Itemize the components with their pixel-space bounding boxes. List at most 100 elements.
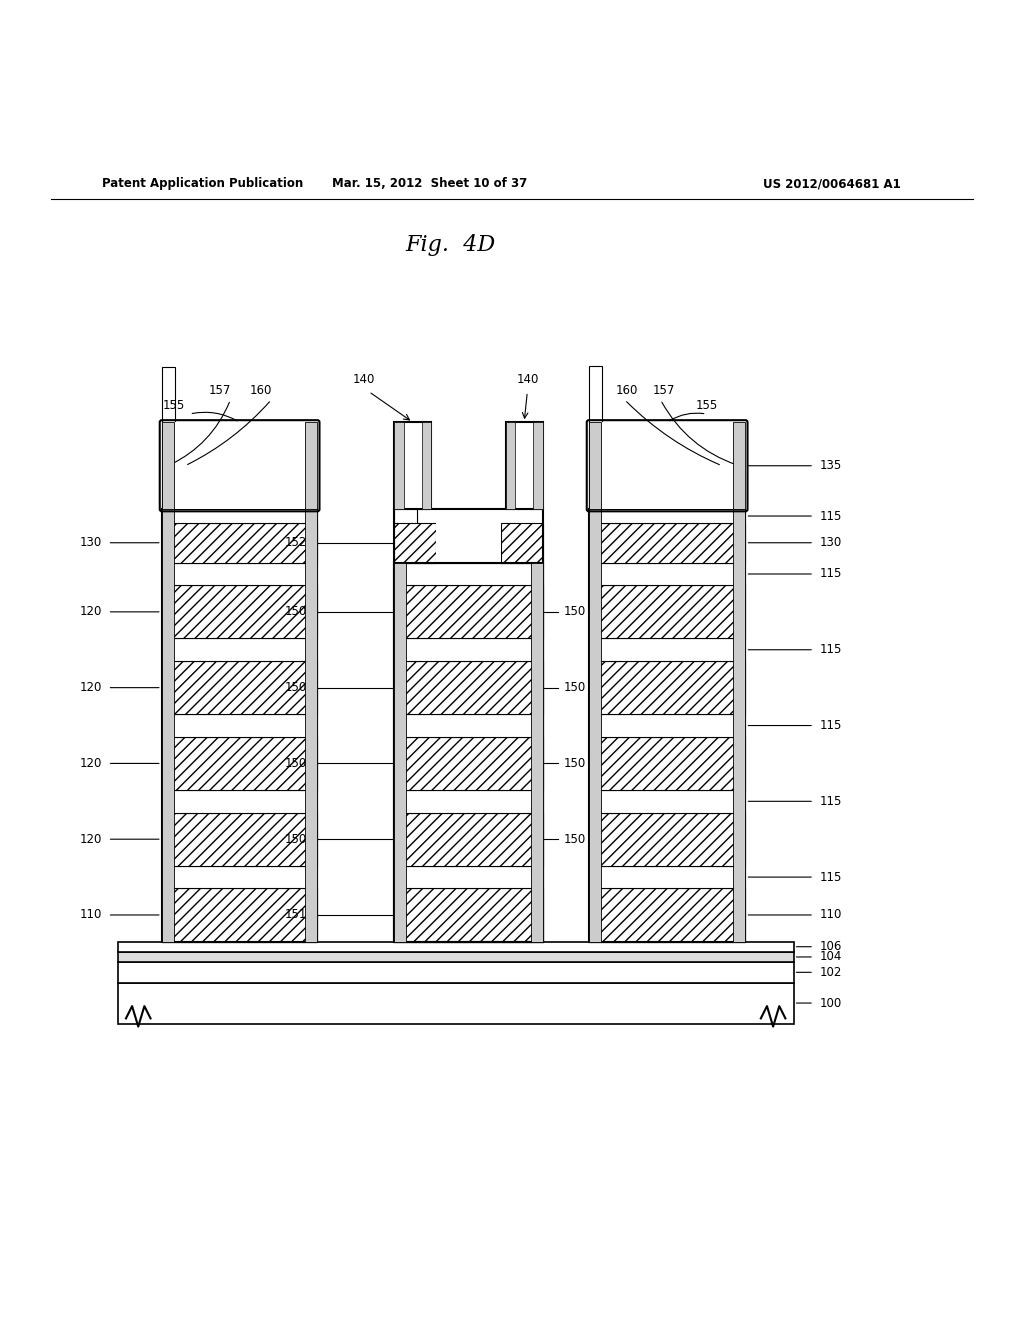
Text: 120: 120 <box>80 606 102 618</box>
Bar <box>305 422 317 510</box>
FancyBboxPatch shape <box>589 737 745 791</box>
Text: 150: 150 <box>563 833 586 846</box>
FancyBboxPatch shape <box>162 367 175 523</box>
Bar <box>589 422 601 510</box>
Text: 115: 115 <box>819 643 842 656</box>
Bar <box>733 422 745 510</box>
Bar <box>162 813 317 866</box>
FancyBboxPatch shape <box>394 737 543 791</box>
Bar <box>394 585 543 639</box>
FancyBboxPatch shape <box>394 664 417 813</box>
Text: 130: 130 <box>80 536 102 549</box>
FancyBboxPatch shape <box>589 504 611 661</box>
Bar <box>162 791 317 813</box>
Text: US 2012/0064681 A1: US 2012/0064681 A1 <box>763 177 901 190</box>
Bar <box>394 523 436 562</box>
FancyBboxPatch shape <box>589 366 602 523</box>
FancyBboxPatch shape <box>589 888 745 941</box>
FancyBboxPatch shape <box>394 813 543 866</box>
Bar <box>162 585 317 639</box>
Text: 120: 120 <box>80 681 102 694</box>
Bar <box>589 562 745 585</box>
FancyBboxPatch shape <box>162 506 184 661</box>
Text: 120: 120 <box>80 833 102 846</box>
FancyBboxPatch shape <box>394 589 417 737</box>
Text: 115: 115 <box>819 795 842 808</box>
Bar <box>162 639 317 661</box>
FancyBboxPatch shape <box>589 661 745 714</box>
FancyBboxPatch shape <box>118 941 794 952</box>
Text: 130: 130 <box>819 536 842 549</box>
Bar <box>394 714 543 737</box>
Text: 150: 150 <box>285 681 307 694</box>
Bar <box>506 422 543 510</box>
FancyBboxPatch shape <box>162 813 317 866</box>
Text: 160: 160 <box>615 384 638 396</box>
Bar <box>589 639 745 661</box>
FancyBboxPatch shape <box>162 661 317 714</box>
FancyBboxPatch shape <box>394 585 543 639</box>
Text: 120: 120 <box>80 756 102 770</box>
Text: 104: 104 <box>819 950 842 964</box>
Text: 157: 157 <box>209 384 231 396</box>
Text: 115: 115 <box>819 871 842 883</box>
FancyBboxPatch shape <box>394 437 417 585</box>
Bar <box>394 562 543 585</box>
Text: 152: 152 <box>285 536 307 549</box>
Bar <box>436 523 501 562</box>
Text: 115: 115 <box>819 719 842 733</box>
Bar <box>422 422 431 510</box>
Text: 106: 106 <box>819 940 842 953</box>
Bar <box>162 510 174 941</box>
Bar <box>162 866 317 888</box>
Bar <box>162 523 317 562</box>
Text: 150: 150 <box>563 681 586 694</box>
FancyBboxPatch shape <box>162 657 184 813</box>
FancyBboxPatch shape <box>589 731 611 888</box>
Bar <box>589 791 745 813</box>
Text: 115: 115 <box>819 510 842 523</box>
Text: 110: 110 <box>80 908 102 921</box>
Bar <box>394 562 543 941</box>
Text: 150: 150 <box>285 606 307 618</box>
Bar <box>589 523 745 562</box>
Bar <box>394 562 407 941</box>
FancyBboxPatch shape <box>162 888 317 941</box>
FancyBboxPatch shape <box>118 962 794 982</box>
FancyBboxPatch shape <box>589 523 745 562</box>
Bar <box>162 888 317 941</box>
FancyBboxPatch shape <box>589 429 611 585</box>
Bar <box>589 737 745 791</box>
Bar <box>394 422 403 510</box>
Text: Patent Application Publication: Patent Application Publication <box>102 177 304 190</box>
FancyBboxPatch shape <box>589 656 611 813</box>
Bar <box>601 422 733 510</box>
Bar <box>733 510 745 941</box>
FancyBboxPatch shape <box>118 982 794 1023</box>
Bar <box>394 888 543 941</box>
Text: Fig.  4D: Fig. 4D <box>406 234 496 256</box>
FancyBboxPatch shape <box>589 813 745 866</box>
Text: Mar. 15, 2012  Sheet 10 of 37: Mar. 15, 2012 Sheet 10 of 37 <box>333 177 527 190</box>
FancyBboxPatch shape <box>162 733 184 888</box>
FancyBboxPatch shape <box>162 581 184 737</box>
Bar <box>394 639 543 661</box>
FancyBboxPatch shape <box>394 741 417 888</box>
Text: 110: 110 <box>819 908 842 921</box>
Bar <box>589 585 745 639</box>
Text: 140: 140 <box>516 374 539 387</box>
Bar <box>162 737 317 791</box>
Bar <box>589 866 745 888</box>
Text: 150: 150 <box>285 833 307 846</box>
Bar <box>162 510 317 523</box>
FancyBboxPatch shape <box>394 661 543 714</box>
Bar <box>394 813 543 866</box>
Bar <box>589 510 745 941</box>
FancyBboxPatch shape <box>394 888 543 941</box>
Bar <box>394 510 543 941</box>
Text: 140: 140 <box>352 374 375 387</box>
FancyBboxPatch shape <box>118 952 794 962</box>
Text: 155: 155 <box>163 399 185 412</box>
Text: 160: 160 <box>250 384 272 396</box>
Bar <box>589 661 745 714</box>
